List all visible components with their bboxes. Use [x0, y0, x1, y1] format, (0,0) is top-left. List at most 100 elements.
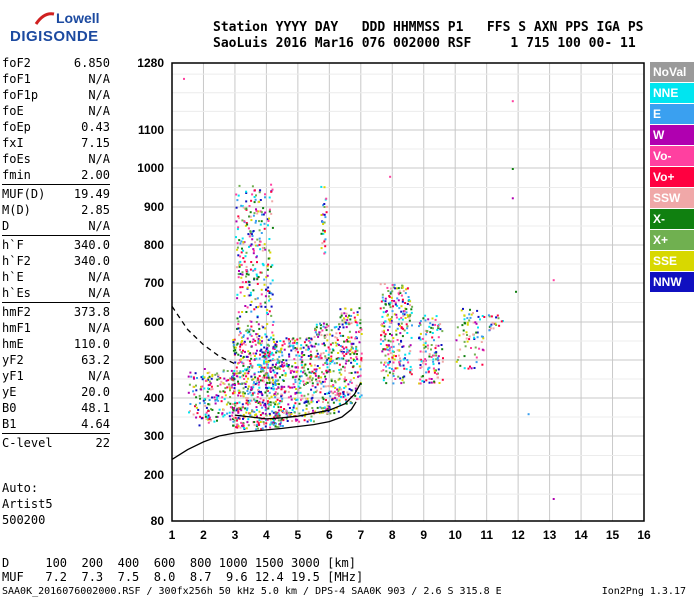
- echo-point: [307, 355, 310, 357]
- echo-point: [249, 320, 252, 323]
- echo-point: [287, 385, 290, 388]
- echo-point: [255, 208, 257, 211]
- echo-point: [511, 100, 514, 103]
- echo-point: [258, 386, 261, 389]
- echo-point: [456, 326, 459, 329]
- echo-point: [315, 370, 318, 373]
- echo-point: [291, 409, 294, 411]
- echo-point: [266, 346, 269, 349]
- echo-point: [295, 348, 298, 351]
- echo-point: [295, 375, 298, 378]
- echo-point: [242, 370, 245, 373]
- echo-point: [430, 344, 433, 346]
- echo-point: [473, 353, 476, 356]
- echo-point: [267, 263, 270, 266]
- echo-point: [251, 366, 254, 369]
- echo-point: [333, 412, 336, 415]
- echo-point: [409, 300, 412, 303]
- echo-point: [353, 352, 356, 355]
- parameter-panel: foF2 6.850 foF1 N/A foF1p N/A foE N/A foEp 0.43 fx…: [2, 55, 110, 451]
- echo-point: [338, 388, 341, 391]
- echo-point: [310, 355, 313, 358]
- echo-point: [249, 211, 252, 214]
- echo-point: [245, 265, 248, 268]
- echo-point: [339, 316, 342, 319]
- echo-point: [255, 413, 258, 416]
- echo-point: [272, 346, 275, 349]
- x-tick-label: 13: [543, 528, 557, 542]
- echo-point: [207, 387, 210, 390]
- echo-point: [388, 347, 391, 350]
- echo-point: [225, 379, 228, 382]
- param-row: yE 20.0: [2, 384, 110, 400]
- echo-point: [239, 376, 242, 379]
- echo-point: [343, 366, 346, 369]
- echo-point: [202, 399, 205, 402]
- echo-point: [382, 331, 385, 334]
- echo-point: [282, 361, 285, 364]
- echo-point: [396, 367, 399, 370]
- echo-point: [497, 317, 500, 320]
- echo-point: [278, 409, 281, 412]
- echo-point: [380, 370, 383, 373]
- echo-point: [257, 339, 260, 342]
- echo-point: [255, 273, 258, 276]
- echo-point: [243, 241, 246, 244]
- echo-point: [290, 413, 293, 416]
- echo-point: [262, 213, 265, 216]
- echo-point: [229, 418, 232, 421]
- echo-point: [319, 381, 322, 384]
- echo-point: [345, 315, 347, 318]
- echo-point: [253, 381, 255, 384]
- echo-point: [274, 396, 277, 399]
- echo-point: [314, 327, 316, 330]
- echo-point: [260, 370, 262, 373]
- echo-point: [344, 376, 346, 379]
- echo-point: [442, 357, 444, 360]
- echo-point: [252, 289, 255, 292]
- echo-point: [272, 385, 275, 388]
- echo-point: [326, 392, 329, 395]
- echo-point: [264, 404, 267, 407]
- echo-point: [384, 338, 387, 341]
- echo-point: [250, 394, 253, 397]
- echo-point: [300, 394, 303, 397]
- echo-point: [356, 324, 359, 327]
- echo-point: [251, 329, 254, 331]
- echo-point: [253, 355, 256, 357]
- echo-point: [391, 368, 393, 370]
- echo-point: [244, 305, 247, 307]
- echo-point: [432, 360, 435, 363]
- echo-point: [337, 328, 340, 331]
- echo-point: [350, 361, 353, 364]
- echo-point: [426, 344, 429, 347]
- echo-point: [268, 208, 271, 211]
- echo-point: [236, 228, 239, 231]
- echo-point: [338, 363, 341, 366]
- echo-point: [262, 326, 265, 329]
- echo-point: [260, 232, 263, 234]
- echo-point: [411, 324, 413, 327]
- echo-point: [237, 273, 240, 276]
- echo-points: [183, 77, 555, 500]
- echo-point: [319, 357, 322, 360]
- echo-point: [187, 375, 190, 378]
- echo-point: [334, 341, 337, 344]
- echo-point: [306, 381, 309, 384]
- echo-point: [301, 366, 304, 369]
- echo-point: [239, 255, 242, 258]
- echo-point: [421, 380, 424, 383]
- param-row: C-level 22: [2, 435, 110, 451]
- echo-point: [312, 409, 314, 412]
- echo-point: [340, 350, 343, 353]
- echo-point: [269, 423, 272, 426]
- echo-point: [470, 347, 472, 349]
- echo-point: [341, 319, 344, 322]
- echo-point: [297, 391, 300, 394]
- echo-point: [324, 393, 327, 395]
- echo-point: [315, 323, 318, 326]
- echo-point: [192, 376, 195, 379]
- echo-point: [262, 380, 265, 383]
- echo-point: [254, 400, 257, 403]
- echo-point: [334, 397, 337, 400]
